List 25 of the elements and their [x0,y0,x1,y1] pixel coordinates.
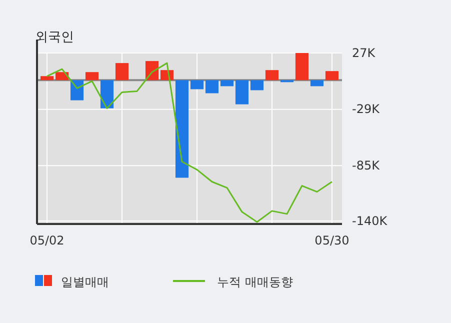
bar [175,80,189,178]
line-series [46,62,333,223]
bar [220,80,234,86]
bar [235,80,249,104]
bar [295,53,309,80]
y-tick-label: -140K [352,214,388,228]
x-tick-label: 05/02 [30,234,64,248]
bar [115,63,129,80]
bar [205,80,219,94]
bar [190,80,204,90]
y-tick-label: 27K [352,46,376,60]
legend-label: 누적 매매동향 [217,275,293,289]
bar [85,72,99,80]
legend-label: 일별매매 [61,275,109,289]
chart-title: 외국인 [35,30,74,45]
x-tick-label: 05/30 [314,234,350,248]
bar [40,76,54,80]
bar [70,80,84,100]
bar [265,70,279,80]
y-tick-label: -29K [352,102,381,116]
bar [325,71,338,80]
y-tick-label: -85K [352,158,381,172]
bar [100,80,114,108]
bar [310,80,324,86]
bar [250,80,264,90]
